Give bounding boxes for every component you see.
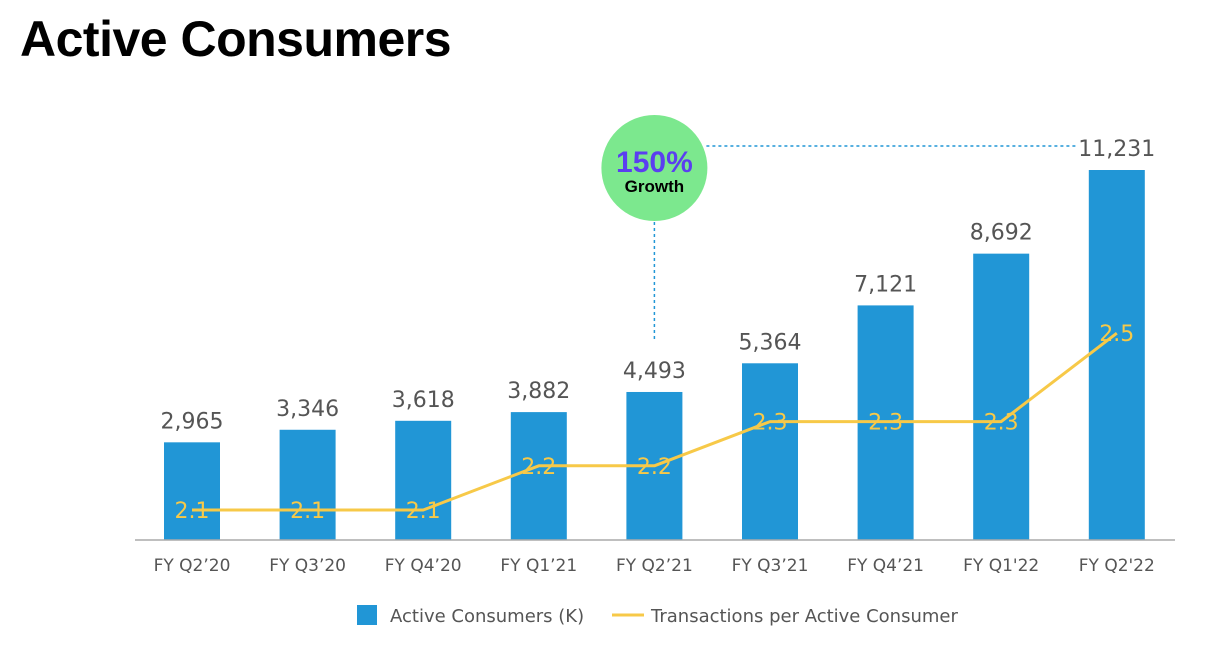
bar-value-label: 3,346 [276,397,339,422]
legend-bar-label: Active Consumers (K) [390,606,584,627]
x-tick-label: FY Q4’20 [385,556,462,576]
x-tick-label: FY Q1’21 [500,556,577,576]
bar-value-label: 3,618 [392,388,455,413]
x-tick-label: FY Q2’20 [154,556,231,576]
line-value-label: 2.1 [175,499,210,524]
bar [973,253,1030,540]
x-tick-label: FY Q3’21 [732,556,809,576]
x-tick-label: FY Q4’21 [847,556,924,576]
growth-label: Growth [625,177,685,196]
line-series [192,332,1118,512]
bar [279,429,336,540]
line-value-label: 2.1 [406,499,441,524]
bar-value-label: 7,121 [854,272,917,297]
bar [510,412,567,540]
line-value-label: 2.2 [521,455,556,480]
line-value-label: 2.1 [290,499,325,524]
legend-line-label: Transactions per Active Consumer [650,606,958,627]
bar [1088,170,1145,540]
bar-value-label: 2,965 [161,409,224,434]
line-value-label: 2.3 [984,411,1019,436]
growth-value: 150% [616,146,693,179]
x-tick-label: FY Q3’20 [269,556,346,576]
bar-value-label: 8,692 [970,221,1033,246]
line-value-label: 2.5 [1099,322,1134,347]
line-value-label: 2.3 [753,411,788,436]
growth-bubble [601,115,708,221]
chart-title: Active Consumers [20,11,452,67]
line-value-label: 2.2 [637,455,672,480]
bar-value-label: 11,231 [1078,137,1155,162]
x-tick-label: FY Q2’21 [616,556,693,576]
x-tick-label: FY Q2'22 [1079,556,1155,576]
bar [164,442,220,540]
legend-bar-swatch [357,605,377,625]
bar-value-label: 3,882 [507,379,570,404]
line-value-label: 2.3 [868,411,903,436]
bar [742,363,798,540]
bar-value-label: 4,493 [623,359,686,384]
bar-value-label: 5,364 [739,330,802,355]
bar [395,420,452,540]
x-tick-label: FY Q1'22 [963,556,1039,576]
